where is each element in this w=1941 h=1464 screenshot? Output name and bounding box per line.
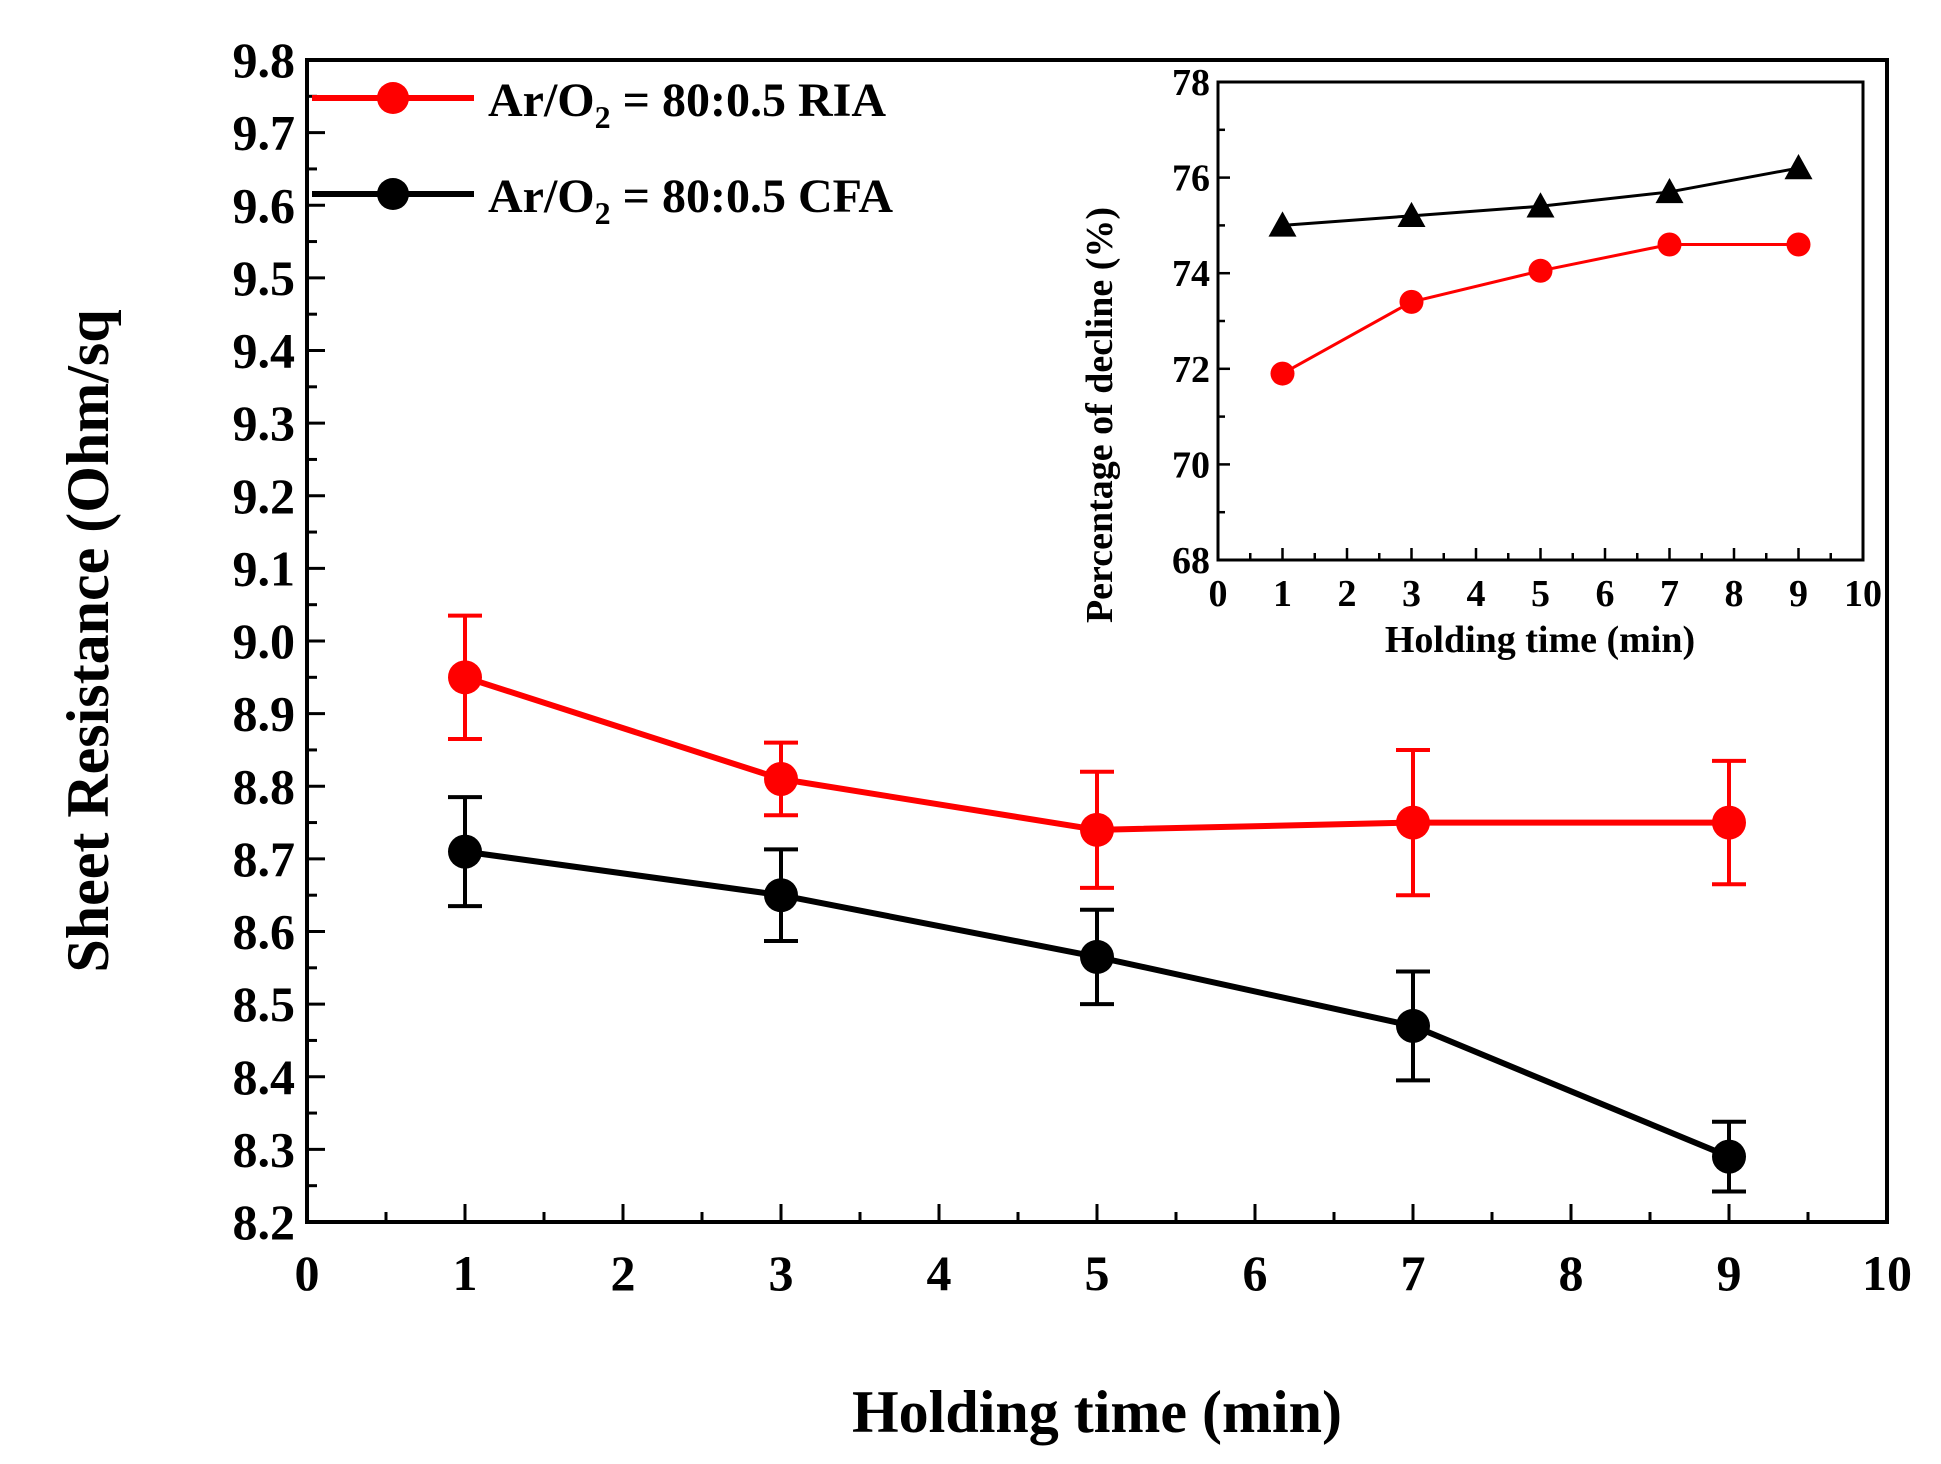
data-point-ria (1080, 812, 1114, 847)
data-point-ria (764, 761, 798, 796)
inset-y-tick-label: 76 (1172, 158, 1210, 200)
inset-y-tick-label: 70 (1172, 444, 1210, 486)
inset-series-cfa (1268, 154, 1813, 237)
inset-data-point-ria (1657, 232, 1682, 257)
inset-x-tick-label: 1 (1273, 573, 1292, 615)
data-point-ria (1396, 805, 1430, 840)
main-y-tick-label: 9.5 (233, 250, 296, 306)
main-y-tick-label: 9.3 (233, 395, 296, 451)
main-x-tick-label: 1 (453, 1245, 478, 1301)
inset-x-tick-label: 8 (1725, 573, 1744, 615)
inset-x-axis-title: Holding time (min) (1385, 619, 1695, 661)
inset-y-tick-label: 74 (1172, 253, 1210, 295)
inset-series (1268, 154, 1813, 386)
legend-label-cfa-sub: 2 (595, 195, 611, 231)
inset-data-point-ria (1270, 361, 1295, 386)
main-x-tick-label: 0 (295, 1245, 320, 1301)
inset-data-point-ria (1786, 232, 1811, 257)
data-point-cfa (764, 878, 798, 913)
main-y-tick-label: 9.2 (233, 468, 296, 524)
legend-marker-cfa (377, 178, 409, 210)
data-point-cfa (1396, 1008, 1430, 1043)
main-x-tick-label: 9 (1717, 1245, 1742, 1301)
inset-x-tick-label: 10 (1844, 573, 1882, 615)
main-y-tick-label: 8.2 (233, 1194, 296, 1250)
legend-item-cfa: Ar/O2 = 80:0.5 CFA (312, 170, 893, 231)
legend-label-cfa: Ar/O2 = 80:0.5 CFA (488, 170, 893, 231)
legend-label-ria-rest: = 80:0.5 RIA (611, 74, 887, 127)
main-y-tick-label: 9.1 (233, 540, 296, 596)
inset-data-point-cfa (1784, 154, 1813, 180)
inset-x-tick-label: 0 (1209, 573, 1228, 615)
main-y-tick-label: 9.4 (233, 323, 296, 379)
inset-data-point-cfa (1526, 192, 1555, 218)
main-series (448, 613, 1746, 1194)
inset-data-point-ria (1528, 258, 1553, 283)
main-y-tick-label: 8.5 (233, 976, 296, 1032)
inset-x-tick-label: 4 (1467, 573, 1486, 615)
main-x-axis-title: Holding time (min) (852, 1379, 1342, 1445)
main-y-tick-label: 8.6 (233, 904, 296, 960)
inset-x-tick-label: 5 (1531, 573, 1550, 615)
main-y-tick-label: 8.9 (233, 686, 296, 742)
main-x-tick-label: 4 (927, 1245, 952, 1301)
inset-y-tick-label: 68 (1172, 540, 1210, 582)
inset-data-point-cfa (1268, 211, 1297, 237)
main-x-tick-label: 8 (1559, 1245, 1584, 1301)
main-y-tick-label: 9.8 (233, 32, 296, 88)
inset-y-axis-title: Percentage of decline (%) (1079, 207, 1121, 623)
legend-label-ria-main: Ar/O (488, 74, 595, 127)
legend-label-cfa-main: Ar/O (488, 170, 595, 223)
inset-data-point-ria (1399, 289, 1424, 314)
main-y-tick-label: 8.8 (233, 758, 296, 814)
data-point-ria (1712, 805, 1746, 840)
main-x-tick-label: 7 (1401, 1245, 1426, 1301)
main-x-tick-label: 10 (1862, 1245, 1912, 1301)
main-y-tick-label: 8.7 (233, 831, 296, 887)
main-y-tick-label: 9.7 (233, 105, 296, 161)
legend-label-cfa-rest: = 80:0.5 CFA (611, 170, 894, 223)
inset-data-point-cfa (1655, 177, 1684, 204)
main-y-tick-label: 8.4 (233, 1049, 296, 1105)
main-y-tick-label: 9.0 (233, 613, 296, 669)
legend-item-ria: Ar/O2 = 80:0.5 RIA (312, 74, 886, 135)
inset-x-tick-label: 9 (1789, 573, 1808, 615)
inset-x-tick-label: 2 (1338, 573, 1357, 615)
data-point-cfa (1712, 1139, 1746, 1174)
legend-label-ria-sub: 2 (595, 99, 611, 135)
inset-x-tick-label: 3 (1402, 573, 1421, 615)
legend-marker-ria (377, 82, 409, 114)
inset-series-ria (1270, 232, 1811, 386)
data-point-cfa (448, 834, 482, 869)
main-y-axis-title: Sheet Resistance (Ohm/sq (55, 309, 121, 972)
main-x-tick-label: 2 (611, 1245, 636, 1301)
main-x-tick-label: 3 (769, 1245, 794, 1301)
main-legend: Ar/O2 = 80:0.5 RIA Ar/O2 = 80:0.5 CFA (312, 74, 893, 231)
main-x-tick-label: 5 (1085, 1245, 1110, 1301)
series-cfa (448, 795, 1746, 1194)
inset-y-tick-label: 72 (1172, 349, 1210, 391)
main-plot: 0 1 2 3 4 5 6 7 8 9 108.28.38.48.58.68.78.88.99.09… (55, 32, 1912, 1445)
inset-x-tick-label: 6 (1596, 573, 1615, 615)
main-y-tick-label: 9.6 (233, 177, 296, 233)
inset-x-tick-label: 7 (1660, 573, 1679, 615)
data-point-cfa (1080, 939, 1114, 974)
main-y-tick-label: 8.3 (233, 1121, 296, 1177)
legend-label-ria: Ar/O2 = 80:0.5 RIA (488, 74, 886, 135)
main-x-tick-label: 6 (1243, 1245, 1268, 1301)
data-point-ria (448, 660, 482, 695)
inset-y-tick-label: 78 (1172, 62, 1210, 104)
inset-data-point-cfa (1397, 201, 1426, 228)
series-ria (448, 613, 1746, 898)
